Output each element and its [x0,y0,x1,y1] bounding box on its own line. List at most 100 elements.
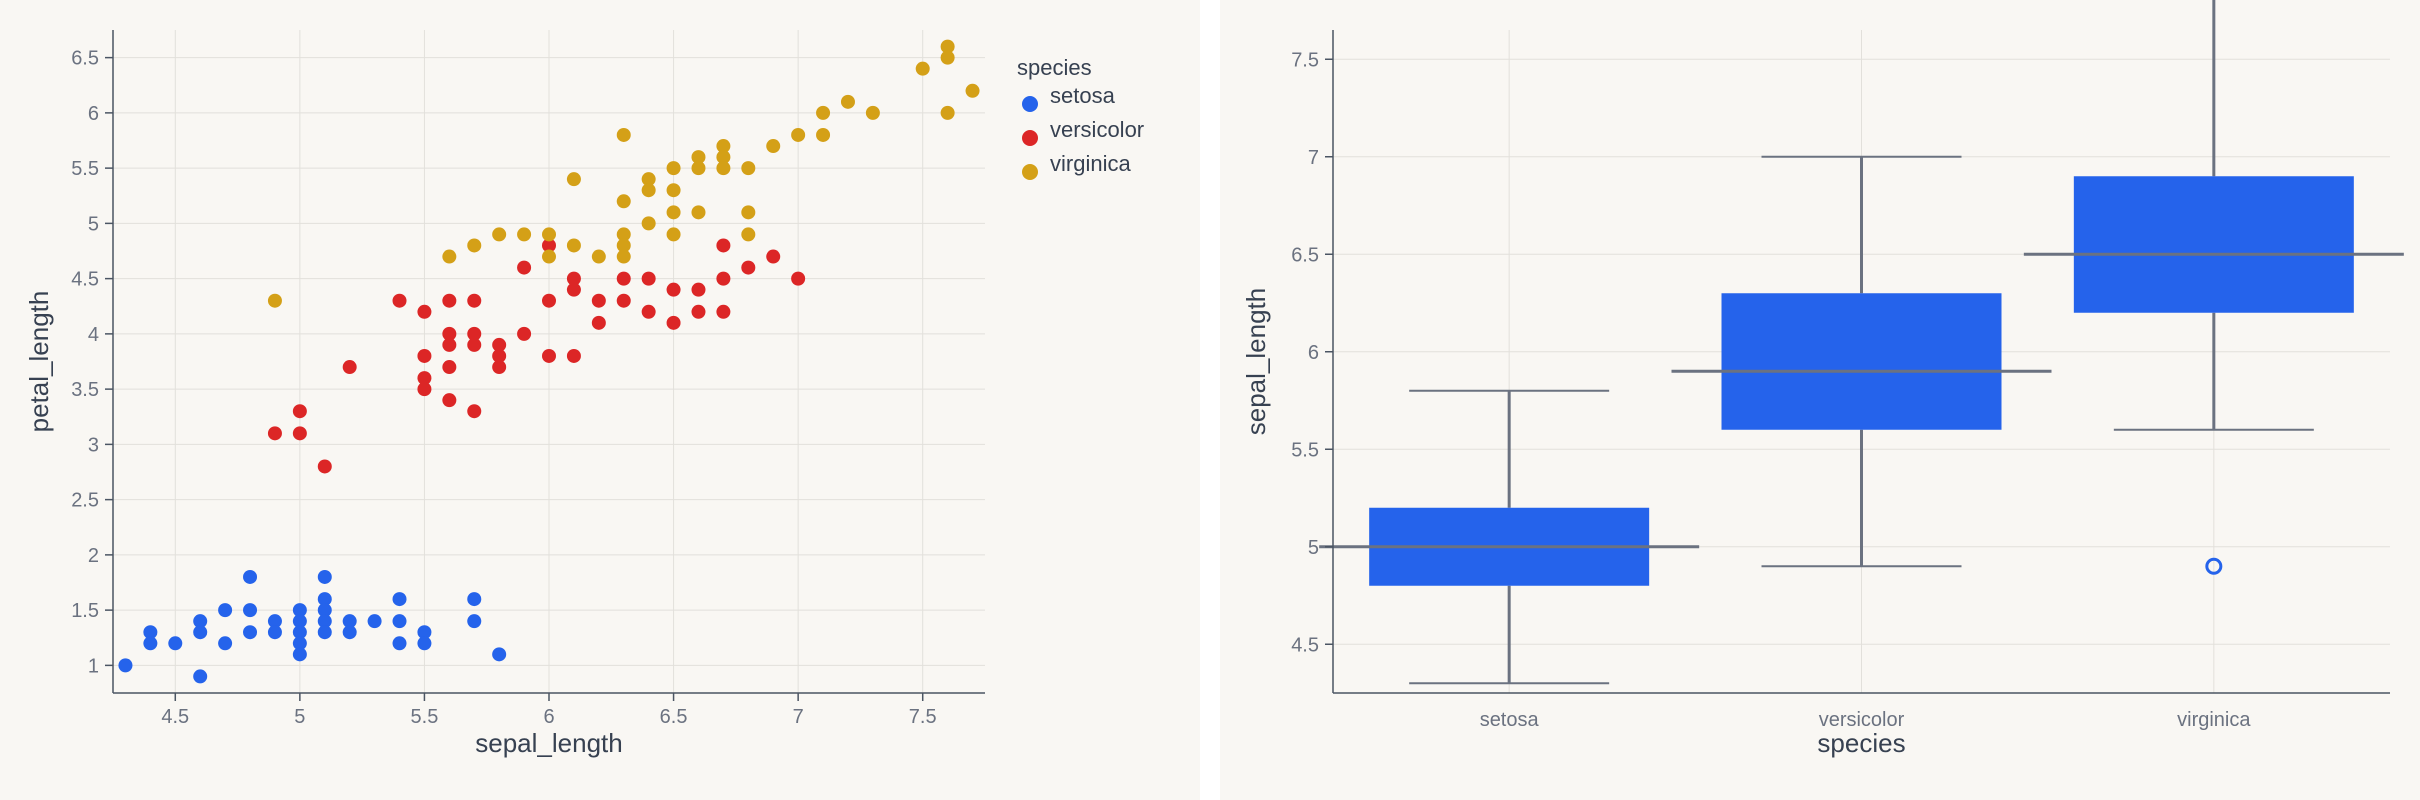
data-point-virginica [716,139,731,154]
boxplot-axes [1325,30,2390,694]
boxplot-panel: setosa versicolor virginica 4.5 5 5.5 6 6.5 7 7.5… [1220,0,2420,800]
data-point-setosa [292,636,307,651]
data-point-versicolor [517,260,532,275]
data-point-setosa [118,658,133,673]
data-point-virginica [716,150,731,165]
data-point-versicolor [542,293,556,308]
x-axis-title: sepal_length [475,728,622,758]
data-point-versicolor [417,348,432,363]
data-point-virginica [616,238,631,253]
y-tick-label: 4.5 [1291,634,1319,656]
data-point-setosa [467,592,482,607]
data-point-setosa [392,592,407,607]
data-point-versicolor [417,371,432,386]
data-point-versicolor [492,348,507,363]
data-point-versicolor [566,348,581,363]
data-point-versicolor [741,260,756,275]
data-point-versicolor [542,348,556,363]
data-point-versicolor [492,360,507,375]
data-point-virginica [666,161,681,176]
y-tick-label: 5 [88,213,99,235]
data-point-virginica [641,172,656,187]
data-point-setosa [267,614,282,629]
data-point-setosa [317,592,332,607]
data-point-setosa [243,603,258,618]
data-point-setosa [218,603,233,618]
data-point-virginica [616,194,631,209]
data-point-versicolor [641,271,656,286]
data-point-virginica [616,249,631,264]
data-point-versicolor [442,360,457,375]
data-point-virginica [691,150,706,165]
data-point-versicolor [267,426,282,441]
data-point-versicolor [666,315,681,330]
data-point-versicolor [467,337,482,352]
data-point-versicolor [442,337,457,352]
x-tick-label: versicolor [1819,709,1905,731]
x-tick-label: 5.5 [411,706,439,728]
x-tick-label: 7 [793,706,804,728]
data-point-setosa [292,614,307,629]
data-point-setosa [417,636,432,651]
data-point-virginica [716,161,731,176]
y-tick-label: 3 [88,434,99,456]
y-tick-label: 6.5 [71,48,99,70]
data-point-setosa [417,625,432,640]
data-point-versicolor [417,382,432,397]
data-point-virginica [940,105,955,120]
data-point-virginica [267,293,282,308]
x-tick-label: 4.5 [161,706,189,728]
data-point-virginica [816,105,831,120]
y-axis-title: petal_length [24,291,54,433]
data-point-setosa [143,625,158,640]
data-point-versicolor [716,304,731,319]
data-point-virginica [840,94,855,109]
scatter-points [118,39,980,684]
data-point-versicolor [492,337,507,352]
data-point-versicolor [616,271,631,286]
data-point-virginica [566,172,581,187]
data-point-versicolor [566,282,581,297]
data-point-virginica [791,127,806,142]
data-point-versicolor [467,293,482,308]
y-tick-label: 6 [1308,342,1319,364]
data-point-virginica [666,205,681,220]
data-point-virginica [591,249,606,264]
data-point-setosa [392,636,407,651]
data-point-setosa [317,614,332,629]
data-point-setosa [243,569,258,584]
data-point-virginica [616,127,631,142]
data-point-setosa [317,569,332,584]
boxplot-boxes [1319,0,2404,685]
data-point-versicolor [666,282,681,297]
data-point-virginica [666,183,681,198]
y-tick-label: 2 [88,545,99,567]
data-point-virginica [517,227,532,242]
data-point-virginica [741,227,756,242]
y-tick-label: 3.5 [71,379,99,401]
legend-label-versicolor: versicolor [1050,117,1144,142]
data-point-versicolor [442,326,457,341]
data-point-versicolor [591,293,606,308]
y-tick-label: 4 [88,324,99,346]
data-point-virginica [766,139,781,154]
scatter-panel: 4.5 5 5.5 6 6.5 7 7.5 1 1.5 2 2.5 3 3.5 4 4.5 5 5.5 6 6.5 … [0,0,1200,800]
data-point-versicolor [616,293,631,308]
data-point-virginica [741,205,756,220]
data-point-setosa [492,647,507,662]
data-point-virginica [641,216,656,231]
data-point-versicolor [791,271,806,286]
data-point-versicolor [442,393,457,408]
data-point-versicolor [442,293,457,308]
y-tick-label: 4.5 [71,269,99,291]
legend-swatch-versicolor [1022,130,1038,146]
scatter-chart: 4.5 5 5.5 6 6.5 7 7.511.522.533.544.555.566.5 … [24,30,1144,758]
x-tick-label: setosa [1480,709,1540,731]
data-point-virginica [691,161,706,176]
legend-title: species [1017,55,1092,80]
box-virginica [2073,176,2354,313]
data-point-virginica [616,227,631,242]
data-point-virginica [442,249,457,264]
data-point-setosa [243,625,258,640]
data-point-setosa [292,603,307,618]
